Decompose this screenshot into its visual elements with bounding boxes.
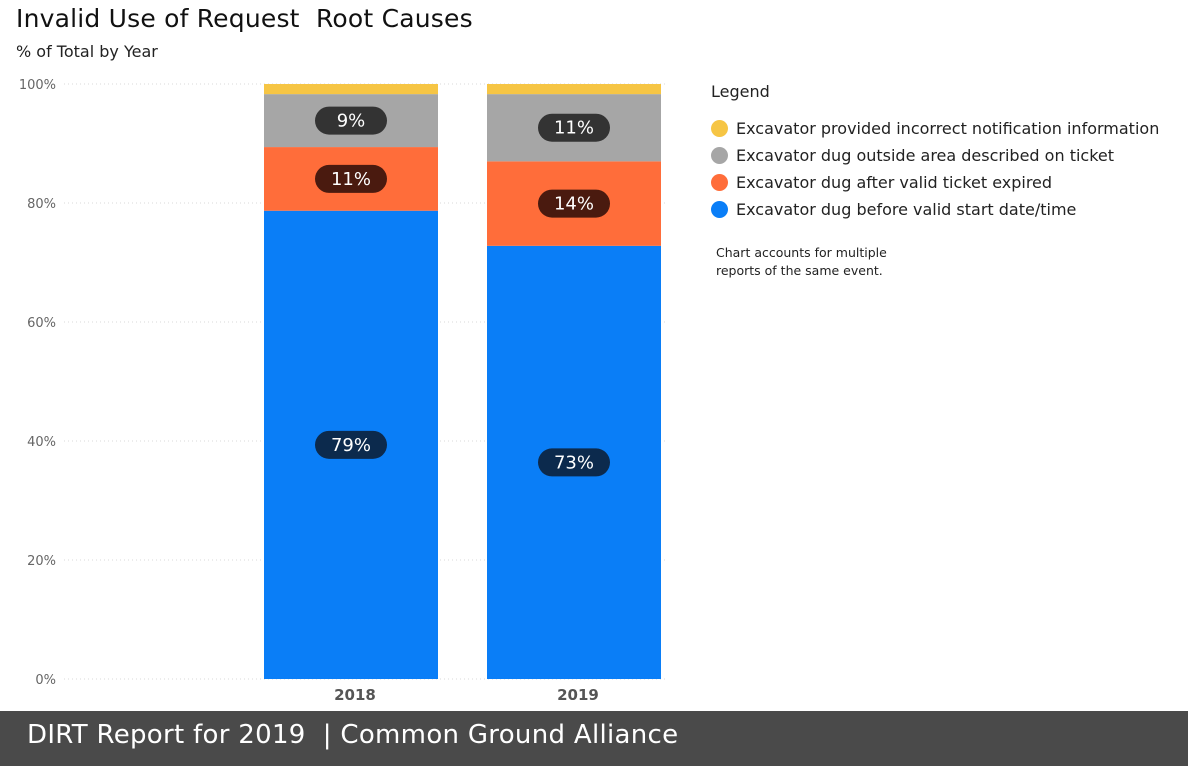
x-tick-label: 2019 <box>557 686 599 704</box>
data-label-pill <box>315 430 387 459</box>
data-label-pill <box>315 106 387 135</box>
data-label-pill <box>538 189 610 218</box>
data-label: 79% <box>331 435 371 456</box>
data-label-pill <box>315 164 387 193</box>
chart-subtitle: % of Total by Year <box>16 42 158 61</box>
y-tick-label: 60% <box>27 316 56 331</box>
chart-title: Invalid Use of Request Root Causes <box>16 4 473 33</box>
legend-item: Excavator provided incorrect notificatio… <box>711 115 1159 142</box>
y-tick-label: 40% <box>27 435 56 450</box>
footer-text: DIRT Report for 2019 | Common Ground All… <box>27 720 679 750</box>
legend-swatch-icon <box>711 120 728 137</box>
data-label: 11% <box>554 118 594 139</box>
bar-segment <box>264 84 438 95</box>
chart-note-line-2: reports of the same event. <box>716 263 883 278</box>
y-tick-label: 20% <box>27 554 56 569</box>
legend-item: Excavator dug before valid start date/ti… <box>711 196 1159 223</box>
y-tick-label: 0% <box>35 673 56 688</box>
legend-title: Legend <box>711 82 770 101</box>
legend: Legend Excavator provided incorrect noti… <box>711 82 1159 223</box>
legend-label: Excavator provided incorrect notificatio… <box>736 119 1160 138</box>
legend-swatch-icon <box>711 174 728 191</box>
legend-label: Excavator dug after valid ticket expired <box>736 173 1053 192</box>
y-tick-label: 80% <box>27 197 56 212</box>
data-label: 73% <box>554 452 594 473</box>
stacked-bar-chart: 0% 20% 40% 60% 80% 100% 79% 11% 9% 2018 73% 14% 11% 2… <box>19 78 668 704</box>
data-label: 9% <box>337 111 366 132</box>
chart-note: Chart accounts for multiple reports of t… <box>716 244 916 280</box>
legend-label: Excavator dug before valid start date/ti… <box>736 200 1077 219</box>
legend-swatch-icon <box>711 147 728 164</box>
chart-note-line-1: Chart accounts for multiple <box>716 245 887 260</box>
data-label: 11% <box>331 169 371 190</box>
x-tick-label: 2018 <box>334 686 376 704</box>
footer-bar: DIRT Report for 2019 | Common Ground All… <box>0 711 1188 766</box>
legend-item: Excavator dug outside area described on … <box>711 142 1159 169</box>
legend-item: Excavator dug after valid ticket expired <box>711 169 1159 196</box>
legend-label: Excavator dug outside area described on … <box>736 146 1115 165</box>
bar-segment <box>487 84 661 95</box>
y-tick-label: 100% <box>19 78 56 93</box>
data-label: 14% <box>554 194 594 215</box>
data-label-pill <box>538 448 610 477</box>
legend-swatch-icon <box>711 201 728 218</box>
data-label-pill <box>538 113 610 142</box>
